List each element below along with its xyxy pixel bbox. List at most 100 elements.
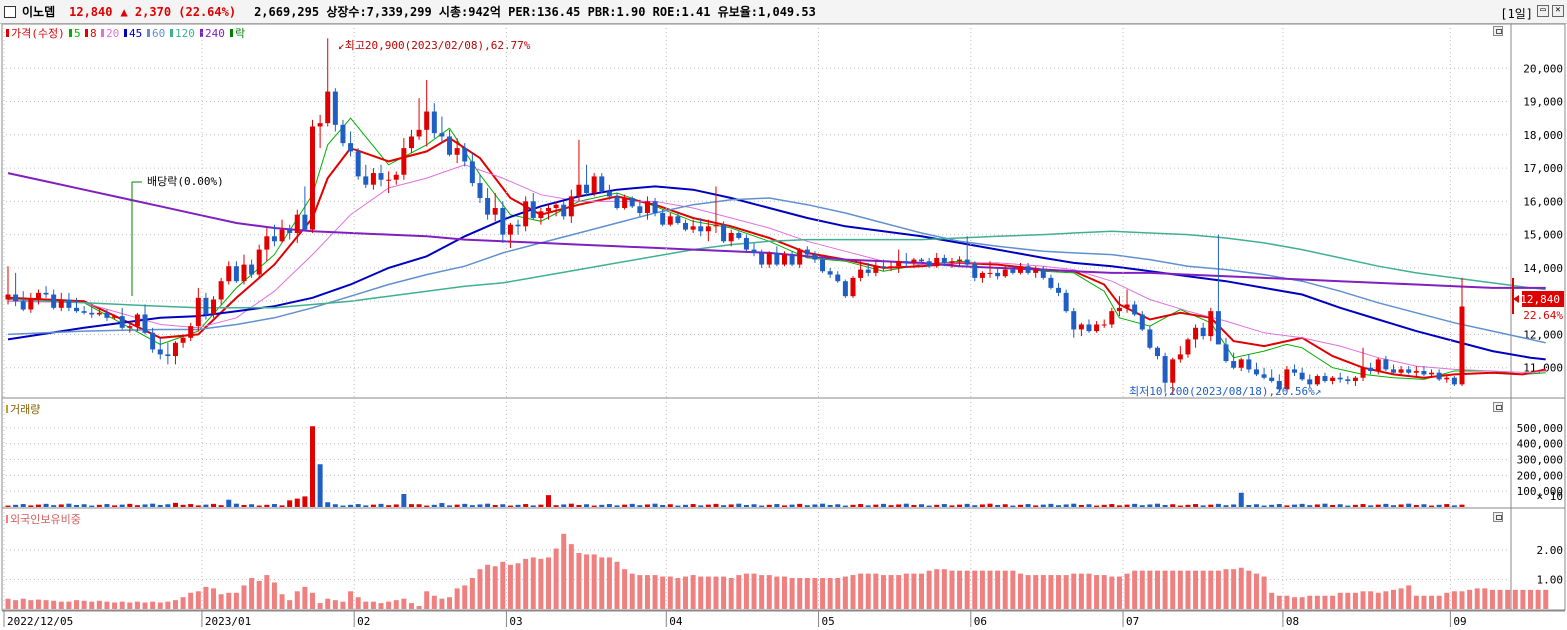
foreign-bar <box>705 576 711 609</box>
foreign-panel-restore-button[interactable] <box>1493 512 1503 522</box>
foreign-bar <box>1063 575 1069 609</box>
candle-body <box>1436 372 1442 380</box>
volume-unit-label: × 10 <box>1537 490 1564 503</box>
candle-body <box>713 224 719 227</box>
foreign-bar <box>1246 570 1252 609</box>
volume-tick-label: 300,000 <box>1517 454 1563 467</box>
candle-body <box>43 292 49 295</box>
foreign-bar <box>180 597 186 609</box>
volume-bar <box>1101 504 1107 507</box>
volume-bar <box>584 504 590 507</box>
legend-item: 120 <box>175 27 195 40</box>
foreign-bar <box>561 533 567 609</box>
foreign-bar <box>1474 588 1480 609</box>
volume-bar <box>1048 503 1054 507</box>
foreign-bar <box>104 601 110 609</box>
volume-bar <box>96 504 102 507</box>
candle-body <box>599 176 605 192</box>
volume-bar <box>736 503 742 507</box>
foreign-bar <box>256 580 262 609</box>
candle-body <box>1284 369 1290 390</box>
foreign-bar <box>119 601 125 609</box>
foreign-bar <box>964 570 970 609</box>
volume-bar <box>66 503 72 507</box>
foreign-bar <box>66 601 72 609</box>
volume-bar <box>576 505 582 507</box>
volume-bar <box>858 504 864 507</box>
volume-bar <box>1390 505 1396 507</box>
foreign-bar <box>1299 597 1305 609</box>
foreign-bar <box>941 569 947 609</box>
foreign-bar <box>1489 589 1495 609</box>
period-label[interactable]: [1일] <box>1500 7 1533 21</box>
candle-body <box>226 266 232 282</box>
stock-name: 이노뎁 <box>22 5 56 19</box>
price-tick-label: 20,000 <box>1523 62 1563 75</box>
candle-body <box>1459 306 1465 385</box>
candle-body <box>698 226 704 232</box>
candle-body <box>797 249 803 265</box>
foreign-bar <box>241 585 247 609</box>
volume-panel-restore-button[interactable] <box>1493 402 1503 412</box>
foreign-bar <box>1368 591 1374 609</box>
candle-body <box>637 206 643 213</box>
candle-body <box>705 226 711 232</box>
foreign-bar <box>842 576 848 609</box>
volume-bar <box>1299 503 1305 507</box>
foreign-bar <box>979 570 985 609</box>
volume-bar <box>591 505 597 507</box>
volume-bar <box>629 503 635 507</box>
foreign-bar <box>926 570 932 609</box>
volume-bar <box>89 505 95 507</box>
info-bar: 이노뎁 12,840 ▲ 2,370 (22.64%) 2,669,295 상장… <box>0 0 1567 24</box>
candle-body <box>28 299 34 310</box>
close-button[interactable]: ✕ <box>1552 5 1564 17</box>
volume-bar <box>523 504 529 507</box>
volume-bar <box>1413 505 1419 507</box>
legend-item: 20 <box>106 27 119 40</box>
candle-body <box>1025 266 1031 273</box>
legend-swatch <box>170 29 173 37</box>
volume-bar <box>660 505 666 507</box>
volume-bar <box>919 504 925 507</box>
foreign-bar <box>51 600 57 609</box>
foreign-bar <box>218 594 224 609</box>
candle-body <box>1162 356 1168 383</box>
volume-bar <box>1261 505 1267 507</box>
candle-body <box>317 123 323 127</box>
volume-bar <box>1253 504 1259 507</box>
candle-body <box>606 191 612 197</box>
foreign-bar <box>1543 589 1549 609</box>
volume-bar <box>317 464 323 507</box>
candle-body <box>1406 369 1412 373</box>
foreign-bar <box>538 558 544 609</box>
volume-bar <box>469 505 475 507</box>
price-panel-restore-button[interactable] <box>1493 26 1503 36</box>
foreign-bar <box>1444 592 1450 609</box>
current-price-pointer <box>1513 295 1519 303</box>
volume-bar <box>530 505 536 507</box>
dividend-annotation: 배당락(0.00%) <box>147 175 224 188</box>
foreign-bar <box>492 566 498 609</box>
candle-body <box>804 249 810 255</box>
foreign-bar <box>249 578 255 609</box>
foreign-bar <box>957 570 963 609</box>
foreign-bar <box>1086 573 1092 609</box>
candle-body <box>1269 377 1275 382</box>
select-checkbox[interactable] <box>4 5 16 18</box>
foreign-bar <box>1101 575 1107 609</box>
volume-bar <box>1307 505 1313 507</box>
volume-bar <box>637 505 643 507</box>
restore-button[interactable]: ▭ <box>1537 5 1549 17</box>
volume-bar <box>43 503 49 507</box>
foreign-bar <box>1429 595 1435 609</box>
foreign-bar <box>416 606 422 609</box>
foreign-bar <box>1390 589 1396 609</box>
foreign-bar <box>1337 592 1343 609</box>
candle-body <box>515 224 521 227</box>
volume-bar <box>378 503 384 507</box>
foreign-bar <box>545 557 551 609</box>
candle-body <box>1010 269 1016 273</box>
ma-8-line <box>7 136 1546 379</box>
